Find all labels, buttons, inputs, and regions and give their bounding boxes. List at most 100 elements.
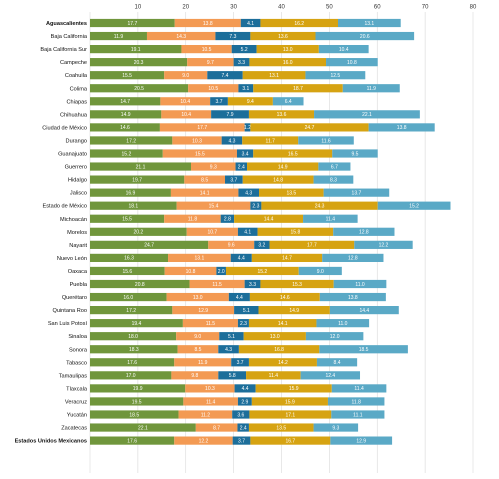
bar-segment — [90, 214, 165, 223]
bar-segment — [251, 253, 323, 262]
data-label: 9.7 — [207, 60, 214, 66]
bar-segment — [211, 110, 249, 119]
bar-segment — [183, 397, 238, 406]
bar-segment — [242, 175, 314, 184]
bar-segment — [90, 175, 185, 184]
data-label: 15.5 — [122, 73, 132, 79]
data-label: 11.9 — [367, 86, 377, 92]
data-label: 12.4 — [325, 373, 335, 379]
data-label: 17.0 — [126, 373, 136, 379]
bar-segment — [238, 188, 259, 197]
category-label: Estados Unidos Mexicanos — [15, 439, 87, 445]
bar-segment — [160, 97, 211, 106]
category-label: Coahuila — [65, 73, 88, 79]
category-label: Guanajuato — [58, 152, 87, 158]
x-tick-label: 60 — [374, 5, 381, 11]
bar-segment — [331, 410, 385, 419]
bar-segment — [258, 306, 330, 315]
category-label: Nuevo León — [57, 256, 87, 262]
bar-segment — [219, 332, 244, 341]
data-label: 2.3 — [240, 321, 247, 327]
data-label: 14.2 — [278, 360, 288, 366]
data-label: 14.6 — [120, 125, 130, 131]
bar-segment — [248, 358, 317, 367]
data-label: 5.2 — [241, 47, 248, 53]
category-label: Sinaloa — [68, 334, 88, 340]
data-label: 14.9 — [121, 112, 131, 118]
data-label: 3.4 — [242, 151, 249, 157]
data-label: 3.3 — [249, 282, 256, 288]
bar-segment — [313, 423, 359, 432]
category-label: Nayarit — [69, 243, 87, 249]
data-label: 12.9 — [198, 308, 208, 314]
data-label: 13.1 — [269, 73, 279, 79]
bar-segment — [208, 240, 255, 249]
data-label: 13.0 — [283, 47, 293, 53]
bar-segment — [305, 71, 366, 80]
data-label: 2.3 — [252, 204, 259, 210]
bar-segment — [210, 97, 228, 106]
data-label: 14.4 — [359, 308, 369, 314]
x-tick-label: 50 — [326, 5, 333, 11]
data-label: 19.5 — [132, 399, 142, 405]
bar-segment — [90, 436, 175, 445]
bar-segment — [342, 84, 400, 93]
category-label: Baja California Sur — [40, 47, 87, 53]
bar-segment — [164, 71, 208, 80]
category-label: Hidalgo — [68, 178, 87, 184]
bar-segment — [218, 371, 247, 380]
bar-segment — [177, 345, 219, 354]
bar-segment — [176, 201, 251, 210]
bar-segment — [90, 97, 161, 106]
data-label: 18.1 — [128, 204, 138, 210]
bar-segment — [90, 358, 175, 367]
category-label: Aguascalientes — [46, 21, 87, 27]
data-label: 14.6 — [280, 295, 290, 301]
data-label: 2.8 — [224, 217, 231, 223]
data-label: 15.5 — [195, 151, 205, 157]
data-label: 10.7 — [207, 230, 217, 236]
data-label: 8.7 — [213, 425, 220, 431]
bar-segment — [231, 45, 257, 54]
bar-segment — [90, 332, 177, 341]
data-label: 11.0 — [338, 321, 348, 327]
data-label: 14.8 — [273, 177, 283, 183]
data-label: 13.8 — [203, 21, 213, 27]
data-label: 17.6 — [127, 438, 137, 444]
data-label: 11.7 — [266, 138, 276, 144]
data-label: 4.1 — [247, 21, 254, 27]
category-label: Durango — [66, 138, 87, 144]
bar-segment — [90, 410, 179, 419]
data-label: 14.3 — [176, 34, 186, 40]
x-tick-label: 10 — [135, 5, 142, 11]
data-label: 14.1 — [278, 321, 288, 327]
data-label: 15.2 — [122, 151, 132, 157]
bar-segment — [90, 266, 165, 276]
data-label: 12.8 — [359, 230, 369, 236]
bar-segment — [243, 332, 306, 341]
data-label: 10.5 — [208, 86, 218, 92]
data-label: 24.7 — [305, 125, 315, 131]
bar-segment — [90, 149, 163, 158]
category-label: Estado de México — [43, 204, 87, 210]
bar-segment — [187, 58, 234, 67]
data-label: 7.4 — [222, 73, 229, 79]
data-label: 15.3 — [292, 282, 302, 288]
data-label: 11.9 — [114, 34, 124, 40]
bar-segment — [249, 58, 327, 67]
bar-segment — [318, 162, 351, 171]
data-label: 11.2 — [201, 412, 211, 418]
data-label: 14.7 — [282, 256, 292, 262]
data-label: 13.7 — [352, 190, 362, 196]
bar-segment — [231, 358, 249, 367]
bar-segment — [323, 188, 390, 197]
bar-segment — [329, 306, 399, 315]
data-label: 8.3 — [330, 177, 337, 183]
bar-segment — [331, 384, 387, 393]
bar-segment — [230, 253, 252, 262]
data-label: 3.1 — [242, 86, 249, 92]
bar-segment — [298, 136, 354, 145]
data-label: 13.6 — [278, 34, 288, 40]
data-label: 13.1 — [195, 256, 205, 262]
data-label: 21.1 — [136, 164, 146, 170]
